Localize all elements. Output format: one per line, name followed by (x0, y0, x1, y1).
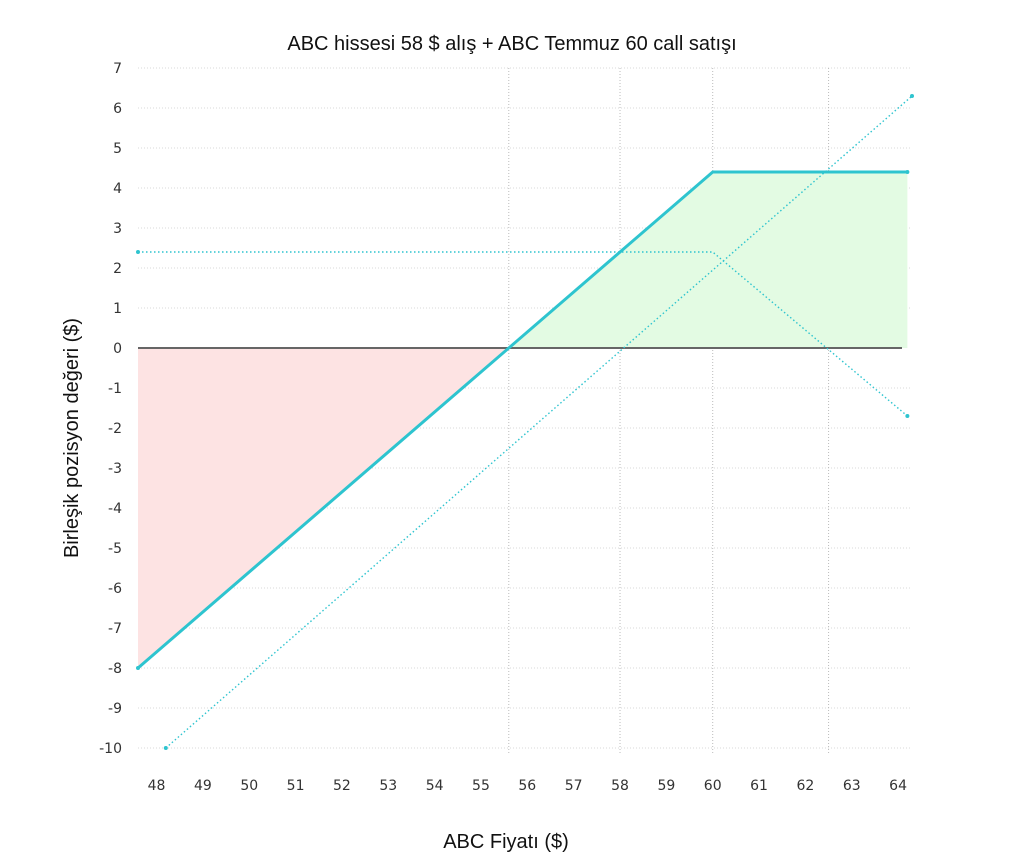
y-tick-label: -8 (108, 661, 122, 677)
y-tick-label: -9 (108, 701, 122, 717)
y-tick-label: 6 (113, 101, 122, 117)
series-group (136, 94, 914, 750)
region-fills (138, 172, 908, 668)
y-tick-label: -2 (108, 421, 122, 437)
profit-region (508, 172, 908, 348)
series-line-3 (138, 251, 908, 417)
x-tick-labels: 48 49 50 51 52 53 54 55 56 57 58 59 60 61 62 63 64 (148, 778, 907, 794)
series-point (910, 94, 914, 98)
series-point (163, 746, 168, 750)
x-tick-label: 61 (750, 778, 768, 794)
y-tick-label: 4 (113, 181, 122, 197)
x-tick-label: 64 (889, 778, 907, 794)
chart-title: ABC hissesi 58 $ alış + ABC Temmuz 60 ca… (287, 33, 736, 55)
x-tick-label: 62 (796, 778, 814, 794)
y-tick-label: -10 (99, 741, 122, 757)
y-tick-label: 7 (113, 61, 122, 77)
y-tick-label: -7 (108, 621, 122, 637)
x-tick-label: 50 (240, 778, 258, 794)
y-axis-label: Birleşik pozisyon değeri ($) (61, 318, 83, 558)
x-tick-label: 63 (843, 778, 861, 794)
series-line-1 (137, 170, 908, 670)
x-tick-label: 58 (611, 778, 629, 794)
y-tick-label: 3 (113, 221, 122, 237)
x-tick-label: 55 (472, 778, 490, 794)
x-tick-label: 54 (426, 778, 444, 794)
x-tick-label: 48 (148, 778, 166, 794)
x-tick-label: 53 (379, 778, 397, 794)
y-tick-labels: 7 6 5 4 3 2 1 0 -1 -2 -3 -4 -5 -6 -7 -8 -9 -10 (99, 61, 122, 757)
y-tick-label: 2 (113, 261, 122, 277)
y-tick-label: -1 (108, 381, 122, 397)
x-tick-label: 59 (657, 778, 675, 794)
y-tick-label: -5 (108, 541, 122, 557)
y-tick-label: -4 (108, 501, 122, 517)
series-point (905, 414, 910, 418)
series-point (905, 170, 910, 174)
series-line-2 (165, 95, 913, 749)
y-tick-label: 0 (113, 341, 122, 357)
x-tick-label: 52 (333, 778, 351, 794)
x-tick-label: 57 (565, 778, 583, 794)
series-point (136, 250, 140, 254)
y-tick-label: -3 (108, 461, 122, 477)
x-tick-label: 49 (194, 778, 212, 794)
y-tick-label: 5 (113, 141, 122, 157)
x-tick-label: 56 (518, 778, 536, 794)
x-axis-label: ABC Fiyatı ($) (443, 831, 569, 853)
x-tick-label: 60 (704, 778, 722, 794)
x-tick-label: 51 (287, 778, 305, 794)
y-tick-label: 1 (113, 301, 122, 317)
y-tick-label: -6 (108, 581, 122, 597)
series-point (136, 666, 140, 670)
